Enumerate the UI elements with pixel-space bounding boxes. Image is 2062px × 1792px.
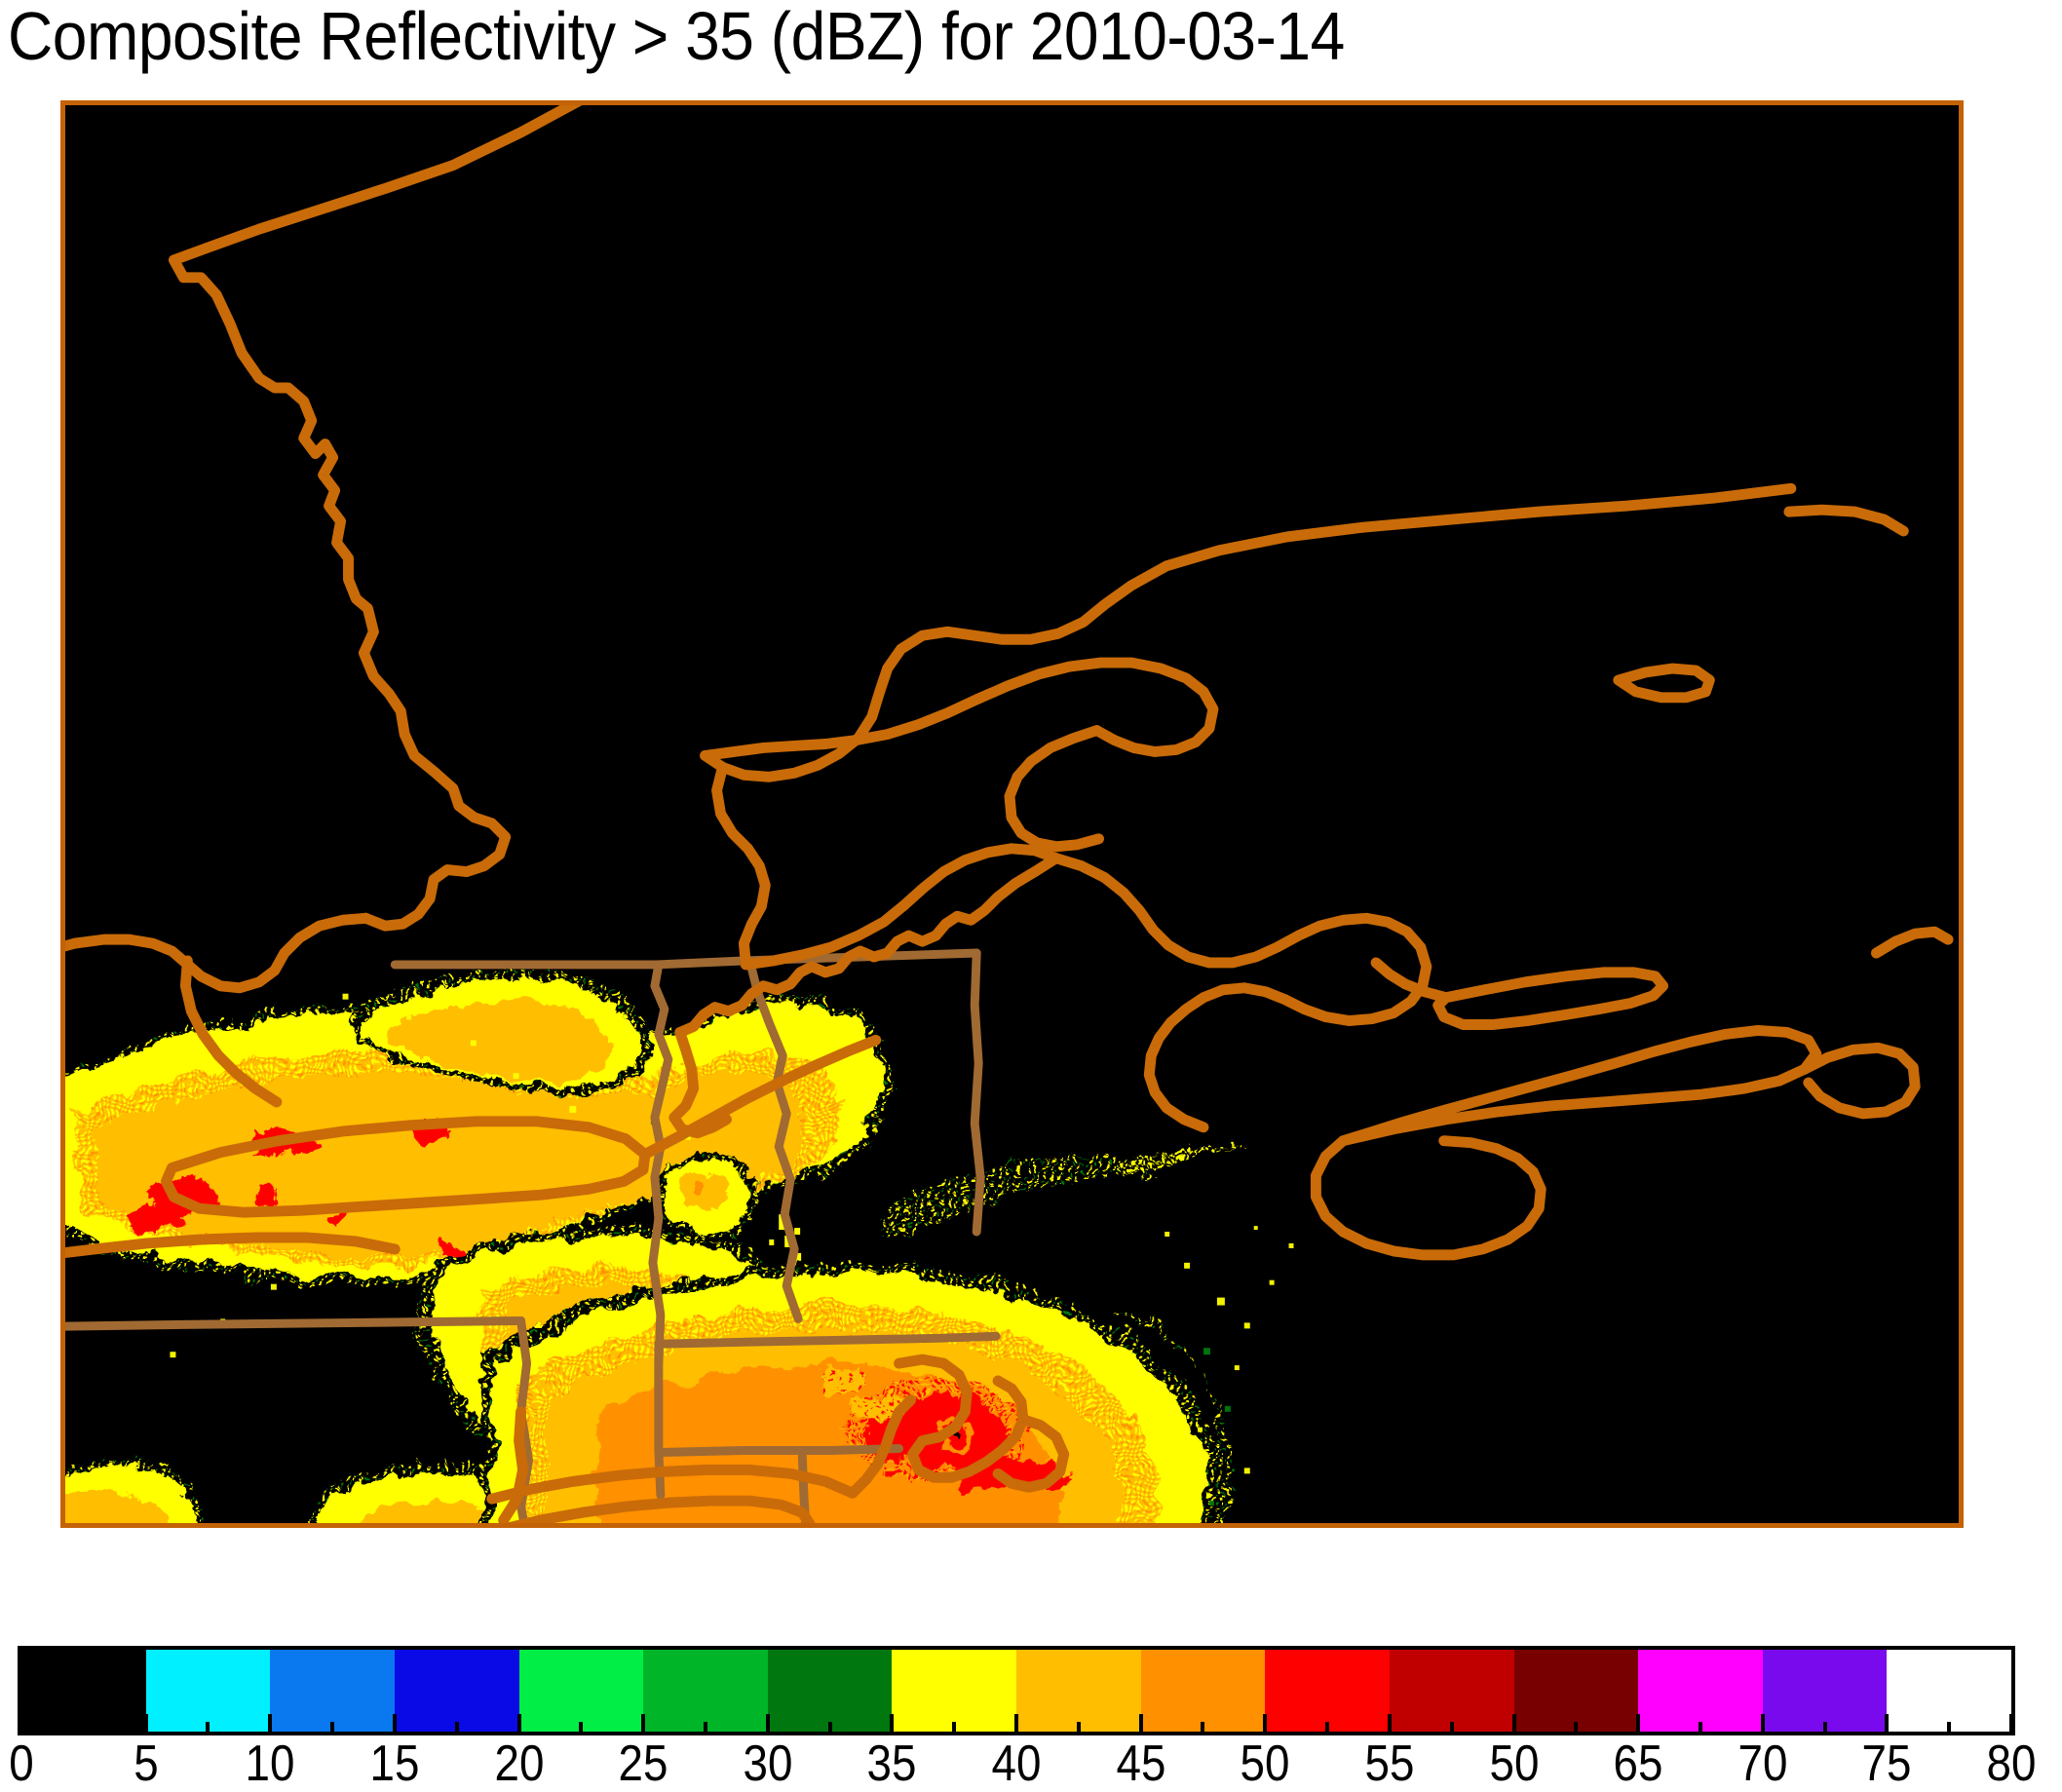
page-title: Composite Reflectivity > 35 (dBZ) for 20… xyxy=(8,0,1345,74)
colorbar-minor-tick xyxy=(1574,1722,1579,1735)
colorbar-minor-tick xyxy=(827,1722,832,1735)
colorbar-label-9: 45 xyxy=(1116,1735,1166,1792)
echo-region-adirondack xyxy=(350,969,653,1095)
colorbar-minor-tick xyxy=(1201,1722,1205,1735)
colorbar-segment-60-65 xyxy=(1513,1650,1639,1732)
colorbar-segment-30-35 xyxy=(767,1650,893,1732)
colorbar-tick-50 xyxy=(1511,1714,1516,1735)
colorbar-segment-55-60 xyxy=(1389,1650,1514,1732)
colorbar-label-15: 75 xyxy=(1861,1735,1912,1792)
colorbar-label-4: 20 xyxy=(494,1735,544,1792)
colorbar-tick-65 xyxy=(1636,1714,1641,1735)
colorbar-label-13: 65 xyxy=(1613,1735,1663,1792)
coastlines xyxy=(65,105,1954,1523)
colorbar-label-5: 25 xyxy=(618,1735,668,1792)
colorbar-tick-40 xyxy=(1014,1714,1018,1735)
colorbar-label-14: 70 xyxy=(1737,1735,1788,1792)
colorbar-segment-70-75 xyxy=(1762,1650,1888,1732)
colorbar-tick-50 xyxy=(1263,1714,1268,1735)
colorbar-label-6: 30 xyxy=(743,1735,793,1792)
colorbar[interactable]: 0 5 10 15 20 25 30 35 40 45 50 55 50 65 70 75 80 xyxy=(9,1646,2036,1789)
colorbar-tick-35 xyxy=(890,1714,895,1735)
echo-cell-vermont xyxy=(654,1152,760,1241)
colorbar-segment-25-30 xyxy=(643,1650,768,1732)
echo-region-southern-new-england xyxy=(481,1262,1224,1523)
colorbar-segment-35-40 xyxy=(892,1650,1016,1732)
colorbar-tick-45 xyxy=(1138,1714,1143,1735)
colorbar-segment-40-45 xyxy=(1016,1650,1141,1732)
colorbar-segment-75-80 xyxy=(1887,1650,2011,1732)
colorbar-tick-5 xyxy=(143,1714,148,1735)
colorbar-minor-tick xyxy=(579,1722,584,1735)
echo-speckle-gulf-of-maine xyxy=(1165,1226,1294,1506)
colorbar-tick-20 xyxy=(516,1714,521,1735)
colorbar-segment-10-15 xyxy=(270,1650,395,1732)
colorbar-segment-65-70 xyxy=(1638,1650,1763,1732)
colorbar-tick-30 xyxy=(765,1714,770,1735)
colorbar-tick-55 xyxy=(1387,1714,1392,1735)
colorbar-strip[interactable] xyxy=(18,1646,2015,1735)
colorbar-tick-10 xyxy=(268,1714,273,1735)
colorbar-label-7: 35 xyxy=(866,1735,917,1792)
colorbar-tick-15 xyxy=(392,1714,397,1735)
colorbar-minor-tick xyxy=(330,1722,335,1735)
colorbar-label-12: 50 xyxy=(1489,1735,1539,1792)
colorbar-tick-70 xyxy=(1760,1714,1765,1735)
colorbar-minor-tick xyxy=(1076,1722,1081,1735)
radar-map-svg xyxy=(65,105,1959,1523)
colorbar-minor-tick xyxy=(703,1722,707,1735)
colorbar-minor-tick xyxy=(1822,1722,1827,1735)
colorbar-label-10: 50 xyxy=(1240,1735,1290,1792)
colorbar-segment-45-50 xyxy=(1140,1650,1266,1732)
echo-band-coastal xyxy=(880,1145,1248,1239)
colorbar-tick-0 xyxy=(19,1714,23,1735)
colorbar-segment-0-5 xyxy=(21,1650,146,1732)
state-boundaries xyxy=(65,948,1001,1523)
colorbar-label-2: 10 xyxy=(245,1735,295,1792)
colorbar-segment-5-10 xyxy=(145,1650,271,1732)
colorbar-tick-80 xyxy=(2009,1714,2013,1735)
colorbar-minor-tick xyxy=(454,1722,459,1735)
radar-map-panel[interactable] xyxy=(60,100,1964,1528)
echo-cell-pennsylvania xyxy=(65,1458,206,1523)
colorbar-tick-75 xyxy=(1885,1714,1890,1735)
colorbar-segment-20-25 xyxy=(518,1650,644,1732)
colorbar-minor-tick xyxy=(206,1722,210,1735)
colorbar-label-3: 15 xyxy=(369,1735,420,1792)
colorbar-label-1: 5 xyxy=(133,1735,159,1792)
colorbar-minor-tick xyxy=(1698,1722,1702,1735)
colorbar-tick-labels: 0 5 10 15 20 25 30 35 40 45 50 55 50 65 70 75 80 xyxy=(9,1735,2036,1792)
colorbar-segment-50-55 xyxy=(1265,1650,1390,1732)
colorbar-minor-tick xyxy=(1325,1722,1330,1735)
colorbar-segment-15-20 xyxy=(394,1650,519,1732)
colorbar-label-0: 0 xyxy=(9,1735,34,1792)
colorbar-minor-tick xyxy=(81,1722,86,1735)
colorbar-minor-tick xyxy=(1449,1722,1454,1735)
colorbar-minor-tick xyxy=(952,1722,957,1735)
colorbar-minor-tick xyxy=(1947,1722,1952,1735)
colorbar-label-11: 55 xyxy=(1364,1735,1415,1792)
colorbar-label-8: 40 xyxy=(991,1735,1042,1792)
colorbar-tick-25 xyxy=(641,1714,646,1735)
colorbar-label-16: 80 xyxy=(1986,1735,2037,1792)
